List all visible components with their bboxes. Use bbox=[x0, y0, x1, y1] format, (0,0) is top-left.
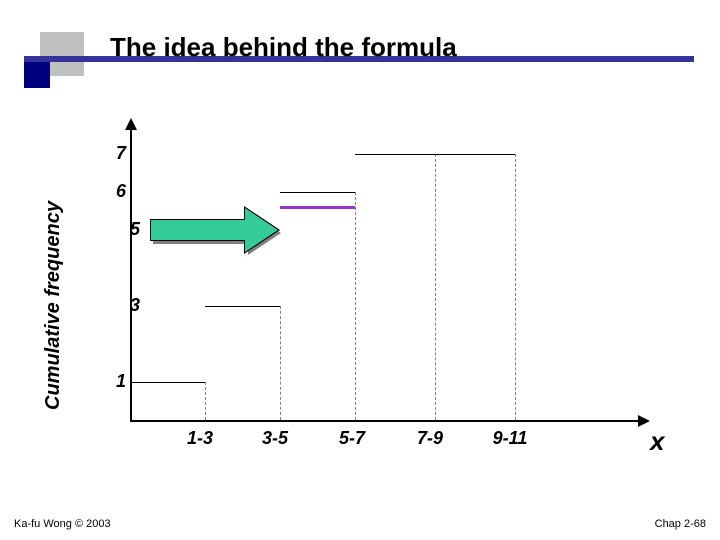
step-drop-dash bbox=[355, 192, 356, 420]
indicator-arrow-body bbox=[150, 219, 245, 241]
y-tick-label: 6 bbox=[96, 181, 126, 202]
slide-root: The idea behind the formula Cumulative f… bbox=[0, 0, 720, 540]
x-axis-label: x bbox=[650, 426, 664, 457]
y-tick-label: 5 bbox=[110, 219, 140, 240]
x-tick-label: 7-9 bbox=[395, 428, 465, 449]
x-axis-arrow-icon bbox=[638, 415, 650, 427]
step-drop-dash bbox=[515, 154, 516, 420]
step-segment bbox=[435, 154, 515, 155]
y-tick-label: 3 bbox=[110, 295, 140, 316]
step-segment bbox=[130, 382, 205, 383]
step-segment bbox=[205, 306, 280, 307]
x-tick-label: 5-7 bbox=[317, 428, 387, 449]
x-tick-label: 9-11 bbox=[475, 428, 545, 449]
step-drop-dash bbox=[205, 382, 206, 420]
x-tick-label: 1-3 bbox=[165, 428, 235, 449]
step-drop-dash bbox=[435, 154, 436, 420]
y-axis-arrow-icon bbox=[125, 118, 137, 130]
page-title: The idea behind the formula bbox=[110, 32, 457, 63]
footer-author: Ka-fu Wong © 2003 bbox=[14, 518, 111, 530]
y-tick-label: 7 bbox=[96, 143, 126, 164]
step-segment bbox=[280, 192, 355, 193]
title-bar: The idea behind the formula bbox=[0, 32, 720, 84]
x-axis bbox=[130, 420, 640, 422]
x-tick-label: 3-5 bbox=[240, 428, 310, 449]
footer-page-num: Chap 2-68 bbox=[655, 518, 706, 530]
step-segment bbox=[355, 154, 435, 155]
y-axis-label: Cumulative frequency bbox=[42, 201, 65, 410]
y-tick-label: 1 bbox=[96, 371, 126, 392]
indicator-arrow-head bbox=[245, 208, 278, 252]
step-drop-dash bbox=[280, 306, 281, 420]
y-axis bbox=[130, 120, 132, 420]
chart-area: Cumulative frequency 135671-33-55-77-99-… bbox=[100, 120, 660, 440]
title-decor-square bbox=[24, 62, 50, 88]
highlight-segment bbox=[280, 206, 355, 209]
